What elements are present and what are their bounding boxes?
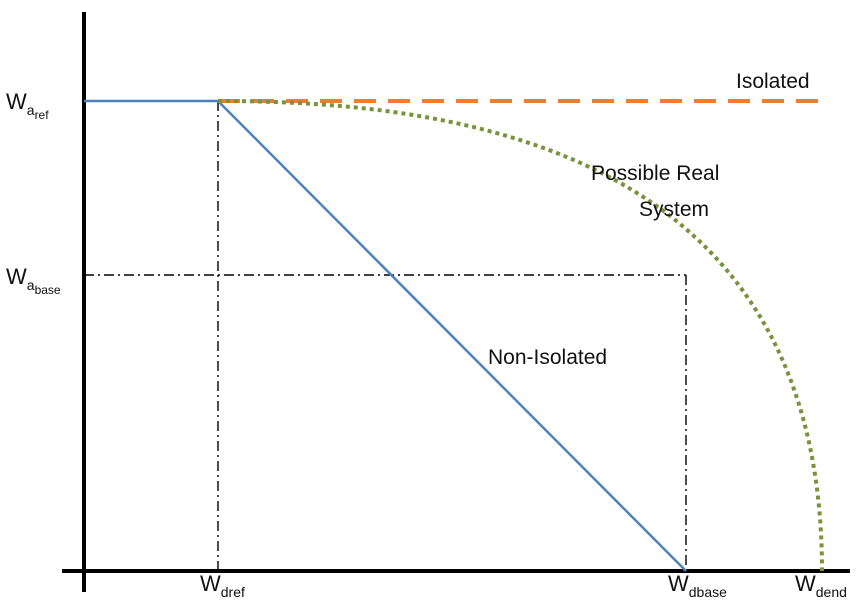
x-label-d-end: Wdend <box>795 571 847 600</box>
non-isolated-label: Non-Isolated <box>488 346 607 369</box>
y-label-a-ref: Waref <box>6 89 49 122</box>
possible-real-system-curve <box>217 99 824 572</box>
possible-real-system-label-line1: Possible Real <box>591 162 719 185</box>
possible-real-system-label-line2: System <box>639 198 709 221</box>
y-label-a-base: Wabase <box>6 264 61 297</box>
x-label-d-ref: Wdref <box>200 571 245 600</box>
isolated-label: Isolated <box>736 70 810 93</box>
x-label-d-base: Wdbase <box>668 571 727 600</box>
